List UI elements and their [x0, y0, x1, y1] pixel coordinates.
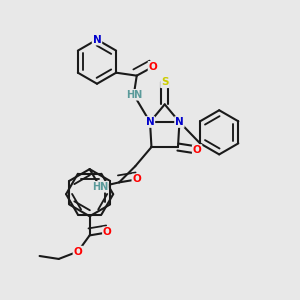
- Text: O: O: [148, 62, 157, 72]
- Text: O: O: [132, 174, 141, 184]
- Text: O: O: [74, 247, 82, 256]
- Text: N: N: [93, 34, 101, 45]
- Text: N: N: [146, 117, 154, 127]
- Text: O: O: [103, 227, 112, 237]
- Text: HN: HN: [92, 182, 108, 192]
- Text: HN: HN: [126, 90, 142, 100]
- Text: O: O: [193, 145, 202, 155]
- Text: S: S: [161, 77, 169, 87]
- Text: N: N: [175, 117, 184, 127]
